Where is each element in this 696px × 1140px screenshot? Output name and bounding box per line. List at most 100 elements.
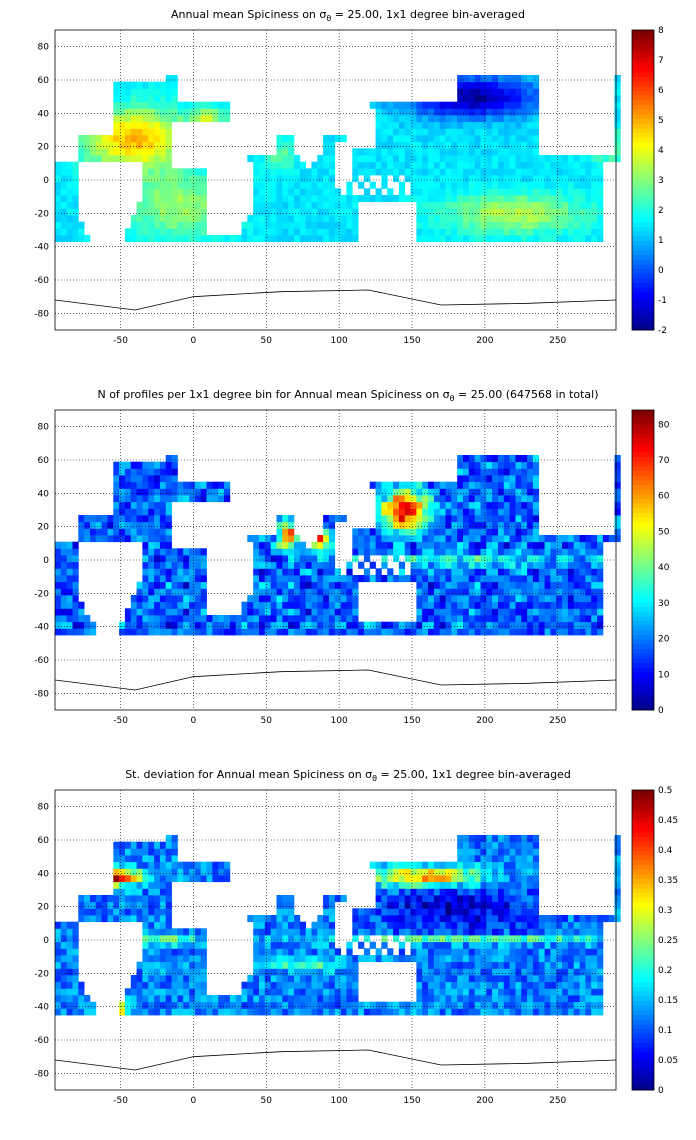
data-cell (503, 195, 510, 203)
data-cell (200, 968, 207, 976)
data-cell (294, 195, 301, 203)
data-cell (428, 108, 435, 116)
data-cell (527, 201, 534, 209)
data-cell (363, 168, 371, 176)
data-cell (556, 981, 563, 989)
data-cell (422, 508, 429, 516)
data-cell (60, 621, 67, 629)
data-cell (119, 841, 126, 849)
data-cell (189, 481, 196, 489)
data-cell (468, 215, 475, 223)
data-cell (142, 128, 149, 136)
data-cell (591, 928, 598, 936)
data-cell (317, 975, 324, 983)
data-cell (445, 535, 452, 543)
data-cell (474, 615, 481, 623)
data-cell (393, 121, 400, 129)
data-cell (200, 555, 207, 563)
data-cell (439, 481, 446, 489)
data-cell (183, 548, 190, 556)
data-cell (276, 155, 283, 163)
data-cell (538, 621, 545, 629)
data-cell (189, 548, 196, 556)
data-cell (614, 75, 621, 83)
data-cell (486, 128, 493, 136)
data-cell (439, 561, 446, 569)
data-cell (398, 188, 406, 196)
data-cell (416, 535, 423, 543)
colorbar-segment (632, 958, 654, 964)
data-cell (154, 908, 161, 916)
data-cell (165, 568, 172, 576)
data-cell (480, 488, 487, 496)
data-cell (294, 215, 301, 223)
data-cell (492, 75, 499, 83)
data-cell (463, 595, 470, 603)
data-cell (439, 608, 446, 616)
data-cell (521, 135, 528, 143)
data-cell (509, 888, 516, 896)
data-cell (259, 541, 266, 549)
data-cell (503, 161, 510, 169)
data-cell (416, 521, 423, 529)
data-cell (503, 995, 510, 1003)
data-cell (276, 201, 283, 209)
data-cell (130, 901, 137, 909)
data-cell (463, 201, 470, 209)
data-cell (194, 548, 202, 556)
data-cell (55, 188, 62, 196)
data-cell (591, 555, 598, 563)
data-cell (439, 581, 446, 589)
data-cell (445, 161, 452, 169)
data-cell (585, 961, 592, 969)
colorbar-segment (632, 1033, 654, 1039)
data-cell (305, 595, 312, 603)
data-cell (492, 215, 499, 223)
data-cell (422, 548, 429, 556)
data-cell (270, 561, 277, 569)
data-cell (148, 995, 155, 1003)
data-cell (439, 935, 446, 943)
data-cell (515, 568, 522, 576)
data-cell (480, 848, 487, 856)
data-cell (486, 901, 493, 909)
data-cell (509, 921, 516, 929)
data-cell (562, 915, 569, 923)
data-cell (509, 955, 516, 963)
data-cell (183, 955, 190, 963)
data-cell (410, 175, 417, 183)
data-cell (457, 455, 464, 463)
data-cell (422, 988, 429, 996)
x-tick-label: 150 (403, 1096, 420, 1106)
data-cell (439, 228, 446, 236)
data-cell (579, 195, 586, 203)
data-cell (550, 961, 557, 969)
data-cell (253, 608, 260, 616)
data-cell (259, 195, 266, 203)
colorbar-segment (632, 1010, 654, 1016)
data-cell (340, 1001, 347, 1009)
data-cell (532, 495, 540, 503)
colorbar-segment (632, 869, 654, 875)
data-cell (55, 208, 62, 216)
data-cell (503, 488, 510, 496)
data-cell (334, 568, 341, 576)
data-cell (515, 515, 522, 523)
data-cell (579, 608, 586, 616)
data-cell (509, 95, 516, 103)
data-cell (573, 228, 580, 236)
data-cell (288, 181, 295, 189)
colorbar-segment (632, 986, 654, 993)
data-cell (387, 915, 394, 923)
data-cell (124, 881, 132, 889)
colorbar-segment (632, 30, 654, 36)
data-cell (445, 235, 452, 243)
data-cell (84, 628, 91, 636)
data-cell (416, 215, 423, 223)
data-cell (113, 855, 120, 863)
data-cell (381, 535, 388, 543)
data-cell (259, 1008, 266, 1016)
data-cell (136, 488, 143, 496)
data-cell (189, 608, 196, 616)
data-cell (503, 601, 510, 609)
